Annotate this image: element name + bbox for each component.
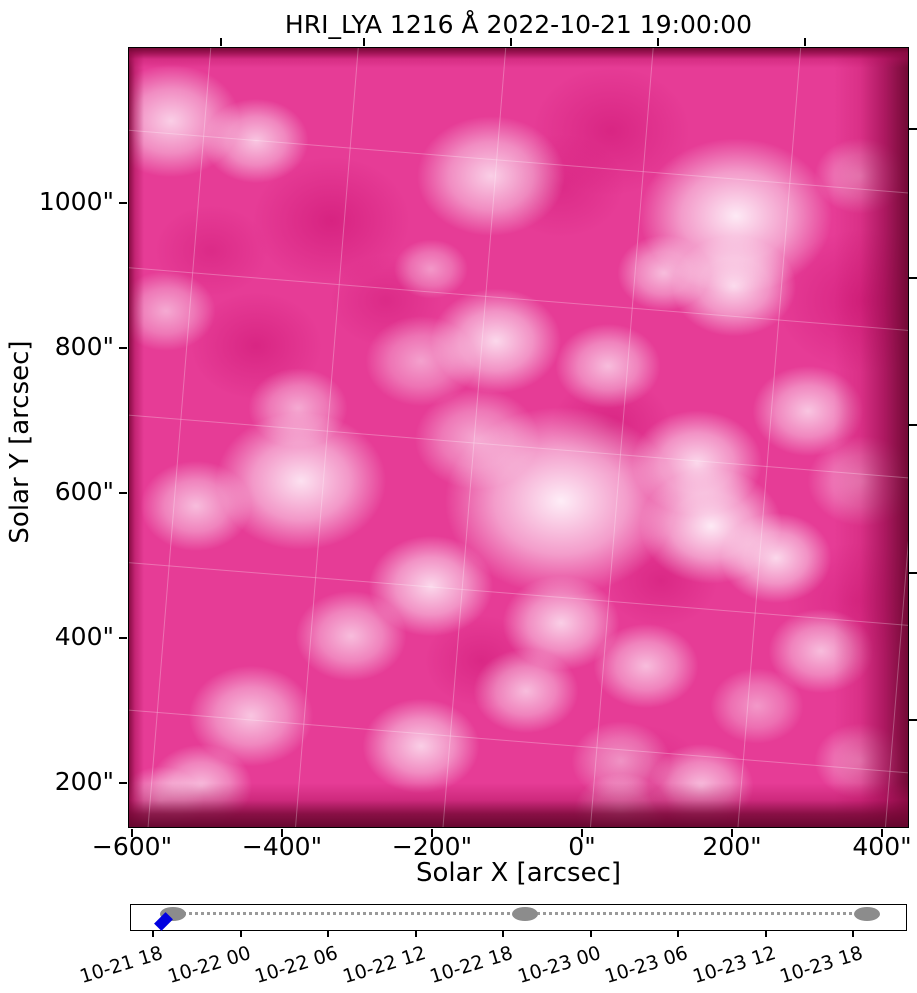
x-axis-tick: [731, 829, 733, 837]
y-axis-tick-label: 600": [54, 477, 114, 506]
x-axis-tick-label: 400": [852, 832, 912, 861]
timeline-tick: [152, 931, 154, 937]
top-axis-tick: [804, 38, 806, 46]
timeline-tick: [239, 931, 242, 937]
y-axis-tick: [119, 202, 127, 204]
y-axis-tick: [119, 347, 127, 349]
right-axis-tick: [909, 572, 917, 574]
right-axis-tick: [909, 424, 917, 426]
x-axis-tick-label: −600": [91, 832, 173, 861]
right-axis-tick: [909, 277, 917, 279]
solar-image-plot: [128, 47, 909, 828]
timeline-observation-marker[interactable]: [512, 907, 538, 921]
right-axis-tick: [909, 719, 917, 721]
top-axis-tick: [220, 38, 222, 46]
timeline-tick: [414, 931, 417, 937]
y-axis-tick-label: 1000": [38, 187, 114, 216]
x-axis-tick-label: −200": [391, 832, 473, 861]
x-axis-tick: [881, 829, 883, 837]
top-axis-tick: [657, 38, 659, 46]
y-axis-tick-label: 400": [54, 622, 114, 651]
y-axis-tick-label: 800": [54, 332, 114, 361]
timeline-tick: [764, 931, 767, 937]
x-axis-tick-label: 200": [702, 832, 762, 861]
x-axis-tick-label: 0": [568, 832, 596, 861]
detector-edge-frame: [129, 48, 908, 827]
top-axis-tick: [510, 38, 512, 46]
right-axis-tick: [909, 128, 917, 130]
x-axis-label: Solar X [arcsec]: [415, 858, 622, 888]
timeline-tick: [327, 931, 329, 937]
x-axis-tick: [281, 829, 283, 837]
x-axis-tick-label: −400": [241, 832, 323, 861]
y-axis-tick: [119, 492, 127, 494]
plot-title: HRI_LYA 1216 Å 2022-10-21 19:00:00: [284, 10, 753, 39]
timeline-tick: [852, 931, 854, 937]
top-axis-tick: [363, 38, 365, 46]
timeline-tick: [589, 931, 592, 937]
y-axis-tick-label: 200": [54, 767, 114, 796]
x-axis-tick: [431, 829, 433, 837]
timeline-observation-marker[interactable]: [854, 907, 880, 921]
y-axis-label: Solar Y [arcsec]: [5, 340, 35, 544]
x-axis-tick: [581, 829, 583, 837]
y-axis-tick: [119, 637, 127, 639]
timeline-tick: [502, 931, 504, 937]
coordinate-grid: [129, 48, 908, 827]
y-axis-tick: [119, 782, 127, 784]
x-axis-tick: [131, 829, 133, 837]
timeline-tick: [677, 931, 679, 937]
